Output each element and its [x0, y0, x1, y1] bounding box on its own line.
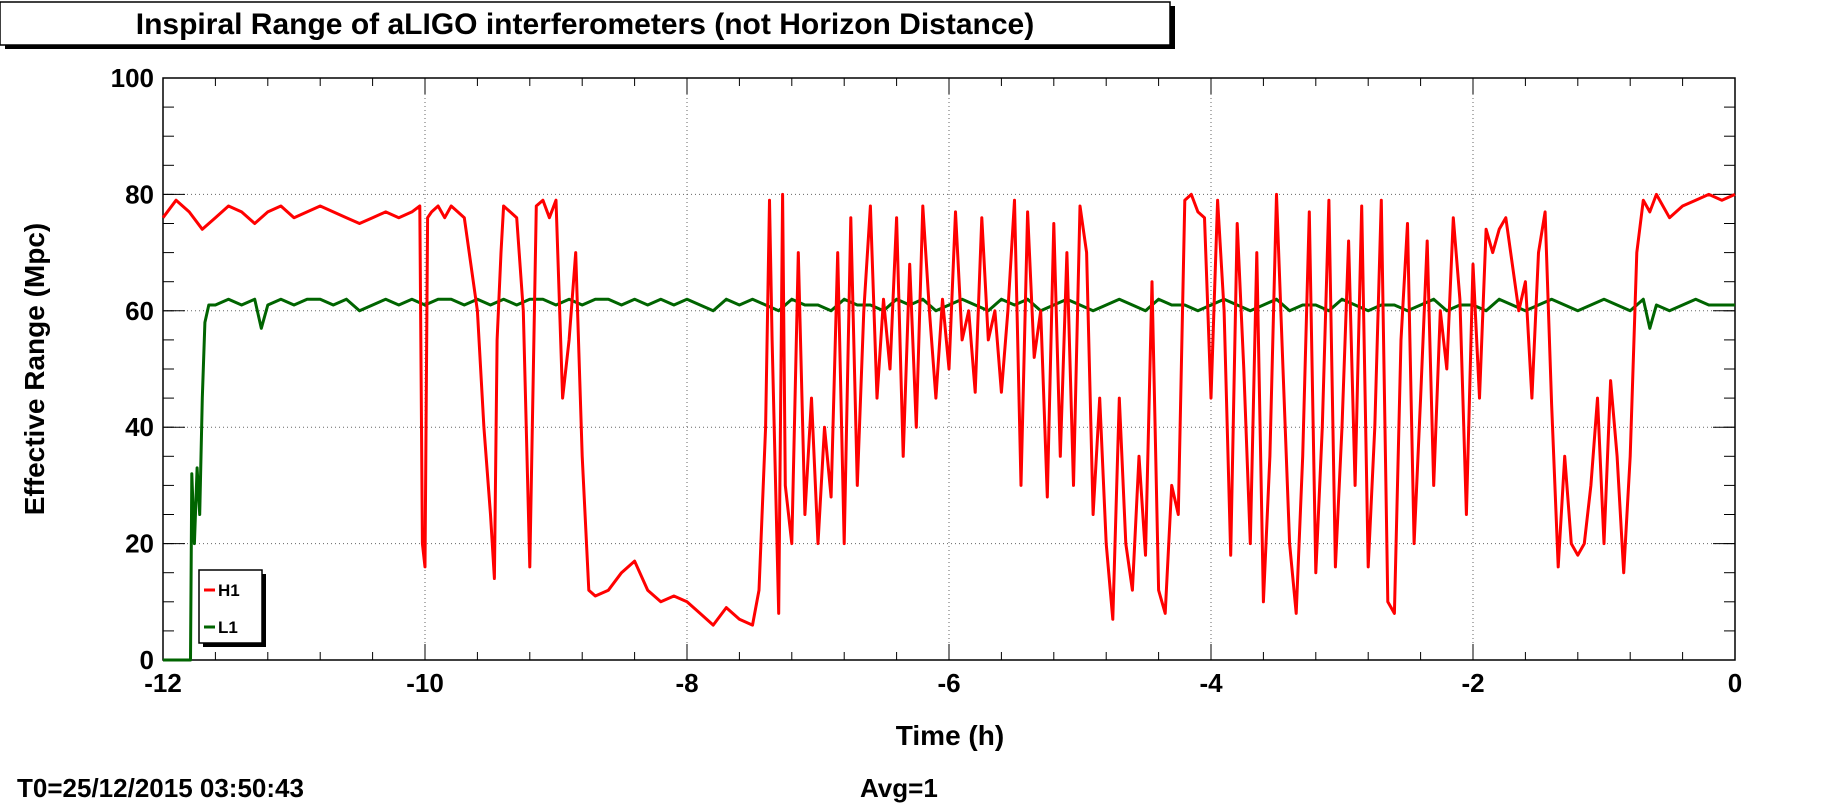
x-tick-label: -8 [675, 668, 698, 698]
x-tick-label: -12 [144, 668, 182, 698]
footer-t0: T0=25/12/2015 03:50:43 [17, 773, 304, 803]
x-tick-label: -2 [1461, 668, 1484, 698]
y-tick-label: 60 [125, 296, 154, 326]
y-axis-label: Effective Range (Mpc) [19, 223, 50, 516]
x-tick-label: -6 [937, 668, 960, 698]
x-axis-label: Time (h) [896, 720, 1004, 751]
y-tick-label: 100 [111, 63, 154, 93]
title-box: Inspiral Range of aLIGO interferometers … [0, 1, 1175, 49]
x-tick-label: 0 [1728, 668, 1742, 698]
y-tick-label: 0 [140, 645, 154, 675]
series-layer [161, 192, 1736, 662]
footer-avg: Avg=1 [860, 773, 938, 803]
y-tick-label: 40 [125, 412, 154, 442]
title-frame [0, 1, 1171, 46]
legend-label-h1: H1 [218, 581, 240, 600]
tick-labels: -12 -10 -8 -6 -4 -2 0 0 20 40 60 80 100 [111, 63, 1743, 698]
legend: H1 L1 [198, 569, 266, 647]
x-tick-label: -4 [1199, 668, 1223, 698]
chart-title: Inspiral Range of aLIGO interferometers … [136, 8, 1034, 41]
legend-frame [198, 569, 263, 644]
x-tick-label: -10 [406, 668, 444, 698]
y-tick-label: 80 [125, 179, 154, 209]
legend-label-l1: L1 [218, 618, 238, 637]
y-tick-label: 20 [125, 529, 154, 559]
series-line-h1 [161, 192, 1736, 627]
